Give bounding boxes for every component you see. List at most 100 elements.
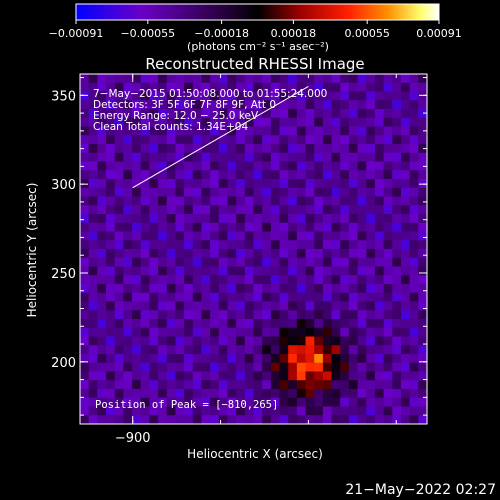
heatmap-cell [340, 301, 350, 311]
heatmap-cell [210, 82, 220, 92]
heatmap-cell [166, 74, 176, 84]
heatmap-cell [340, 82, 350, 92]
heatmap-cell [106, 187, 116, 197]
heatmap-cell [192, 284, 202, 294]
heatmap-cell [175, 319, 185, 329]
heatmap-cell [201, 109, 211, 119]
heatmap-cell [348, 222, 359, 232]
heatmap-cell [236, 187, 246, 197]
heatmap-cell [288, 301, 298, 311]
heatmap-cell [140, 100, 150, 110]
heatmap-cell [80, 275, 90, 285]
heatmap-cell [279, 275, 289, 285]
heatmap-cell [97, 240, 107, 250]
heatmap-cell [383, 371, 393, 381]
heatmap-cell [123, 205, 133, 215]
heatmap-cell [106, 380, 116, 390]
heatmap-cell [392, 327, 402, 337]
heatmap-cell [210, 406, 220, 416]
heatmap-cell [409, 126, 419, 136]
heatmap-cell [392, 301, 402, 311]
heatmap-cell [201, 292, 211, 302]
heatmap-cell [123, 74, 133, 84]
heatmap-cell [400, 266, 411, 276]
heatmap-cell [383, 397, 393, 407]
heatmap-cell [374, 152, 385, 162]
heatmap-cell [296, 310, 307, 320]
heatmap-cell [218, 397, 228, 407]
heatmap-cell [227, 222, 237, 232]
heatmap-cell [166, 345, 176, 355]
heatmap-cell [132, 371, 142, 381]
heatmap-cell [132, 415, 142, 424]
heatmap-cell [418, 126, 427, 136]
heatmap-cell [192, 257, 202, 267]
heatmap-cell [227, 266, 237, 276]
heatmap-cell [418, 415, 427, 424]
heatmap-cell [392, 170, 402, 180]
heatmap-cell [114, 240, 124, 250]
heatmap-cell [383, 91, 393, 101]
heatmap-cell [201, 161, 211, 171]
heatmap-cell [374, 74, 385, 84]
heatmap-cell [374, 406, 385, 416]
heatmap-cell [236, 249, 246, 259]
heatmap-cell [114, 301, 124, 311]
heatmap-cell [175, 266, 185, 276]
heatmap-cell [236, 231, 246, 241]
heatmap-cell [348, 187, 359, 197]
heatmap-cell [114, 327, 124, 337]
heatmap-cell [400, 327, 411, 337]
heatmap-cell [340, 179, 350, 189]
heatmap-cell [314, 152, 324, 162]
heatmap-cell [132, 249, 142, 259]
heatmap-cell [227, 117, 237, 127]
heatmap-cell [288, 284, 298, 294]
heatmap-cell [305, 187, 315, 197]
heatmap-cell [140, 152, 150, 162]
heatmap-cell [305, 170, 315, 180]
heatmap-cell [114, 205, 124, 215]
heatmap-cell [114, 126, 124, 136]
heatmap-cell [253, 214, 263, 224]
heatmap-cell [132, 406, 142, 416]
heatmap-cell [132, 301, 142, 311]
heatmap-cell [374, 187, 385, 197]
heatmap-cell [166, 327, 176, 337]
heatmap-cell [374, 389, 385, 399]
chart-title: Reconstructed RHESSI Image [145, 55, 364, 73]
heatmap-cell [123, 170, 133, 180]
heatmap-cell [106, 397, 116, 407]
info-annotation-line: Energy Range: 12.0 − 25.0 keV [93, 110, 259, 122]
heatmap-cell [114, 310, 124, 320]
heatmap-cell [392, 231, 402, 241]
heatmap-cell [97, 222, 107, 232]
heatmap-cell [149, 389, 159, 399]
heatmap-cell [184, 301, 194, 311]
heatmap-cell [305, 205, 315, 215]
heatmap-cell [253, 327, 263, 337]
heatmap-cell [106, 135, 116, 145]
heatmap-cell [374, 222, 385, 232]
heatmap-cell [158, 152, 168, 162]
heatmap-cell [418, 406, 427, 416]
heatmap-cell [383, 74, 393, 84]
colorbar [75, 3, 440, 21]
heatmap-cell [166, 336, 176, 346]
heatmap-cell [262, 406, 272, 416]
heatmap-cell [322, 240, 333, 250]
heatmap-cell [262, 196, 272, 206]
heatmap-cell [140, 406, 150, 416]
heatmap-cell [149, 301, 159, 311]
heatmap-cell [132, 179, 142, 189]
heatmap-cell [97, 327, 107, 337]
heatmap-cell [88, 406, 98, 416]
heatmap-cell [227, 249, 237, 259]
heatmap-cell [132, 91, 142, 101]
heatmap-cell [262, 144, 272, 154]
heatmap-cell [123, 301, 133, 311]
heatmap-cell [366, 100, 376, 110]
heatmap-cell [366, 275, 376, 285]
heatmap-cell [392, 240, 402, 250]
heatmap-cell [132, 389, 142, 399]
